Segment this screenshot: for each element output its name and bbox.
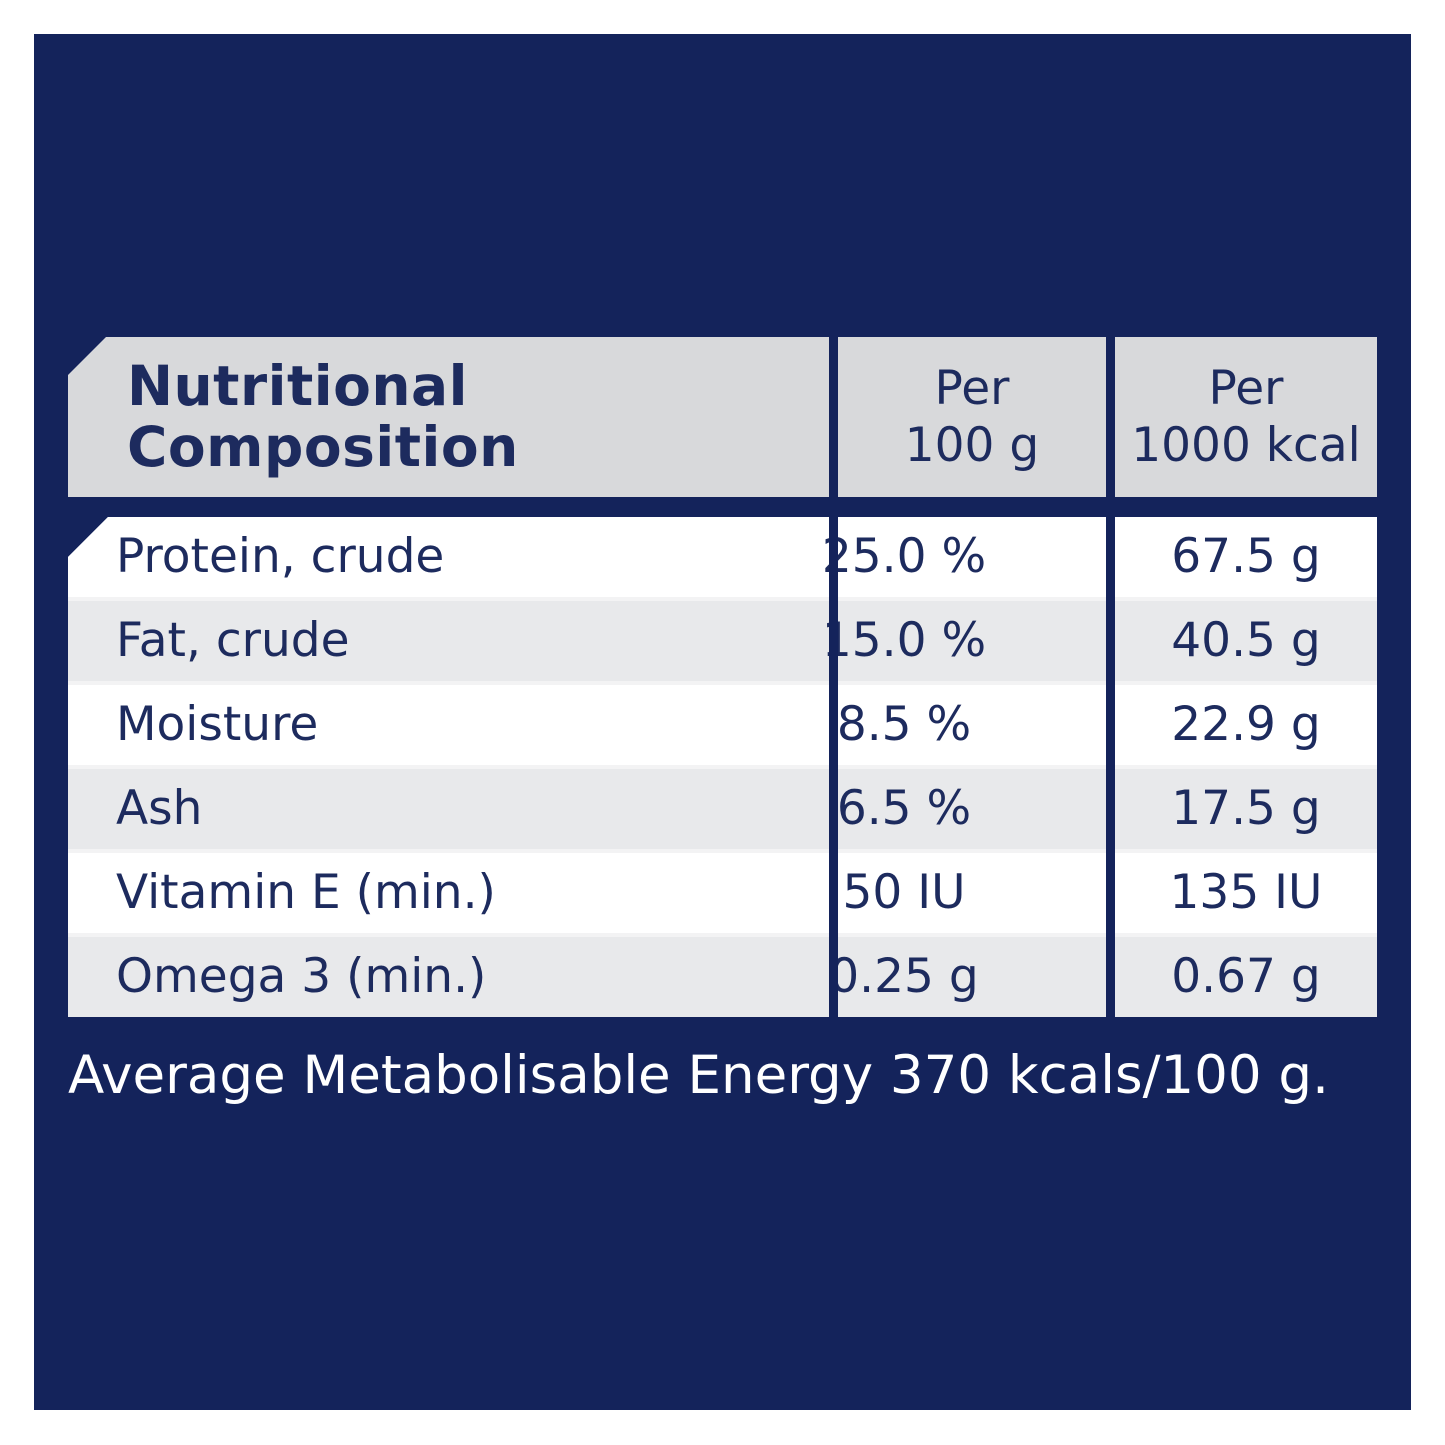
row-value-per-1000kcal: 22.9 g bbox=[1171, 697, 1321, 752]
column-header-per-1000kcal-line-2: 1000 kcal bbox=[1131, 418, 1361, 473]
row-value-per-100g: 50 IU bbox=[842, 865, 966, 920]
column-divider bbox=[829, 337, 838, 1017]
row-value-per-1000kcal: 17.5 g bbox=[1171, 781, 1321, 836]
column-header-per-100g-line-1: Per bbox=[934, 361, 1010, 416]
row-label: Ash bbox=[116, 781, 203, 836]
row-value-per-100g: 15.0 % bbox=[821, 613, 987, 668]
column-header-per-100g-line-2: 100 g bbox=[904, 418, 1040, 473]
row-label: Fat, crude bbox=[116, 613, 350, 668]
row-value-per-100g: 6.5 % bbox=[836, 781, 972, 836]
row-label: Omega 3 (min.) bbox=[116, 949, 487, 1004]
row-value-per-1000kcal: 40.5 g bbox=[1171, 613, 1321, 668]
row-value-per-100g: 0.25 g bbox=[829, 949, 979, 1004]
metabolisable-energy-note: Average Metabolisable Energy 370 kcals/1… bbox=[68, 1045, 1329, 1106]
table-title-line-2: Composition bbox=[127, 415, 519, 479]
row-label: Vitamin E (min.) bbox=[116, 865, 496, 920]
column-divider bbox=[1106, 337, 1115, 1017]
column-header-per-1000kcal: Per 1000 kcal bbox=[1115, 360, 1377, 474]
table-row: Vitamin E (min.) 50 IU 135 IU bbox=[68, 853, 1377, 933]
row-value-per-1000kcal: 0.67 g bbox=[1171, 949, 1321, 1004]
row-value-per-100g: 8.5 % bbox=[836, 697, 972, 752]
row-label: Protein, crude bbox=[116, 529, 445, 584]
column-header-per-100g: Per 100 g bbox=[838, 360, 1106, 474]
row-value-per-100g: 25.0 % bbox=[821, 529, 987, 584]
table-header-band bbox=[68, 337, 1377, 497]
table-row: Fat, crude 15.0 % 40.5 g bbox=[68, 601, 1377, 681]
table-row: Protein, crude 25.0 % 67.5 g bbox=[68, 517, 1377, 597]
row-value-per-1000kcal: 135 IU bbox=[1169, 865, 1323, 920]
table-title-line-1: Nutritional bbox=[127, 354, 469, 418]
table-row: Ash 6.5 % 17.5 g bbox=[68, 769, 1377, 849]
row-label: Moisture bbox=[116, 697, 319, 752]
nutrition-table-body: Protein, crude 25.0 % 67.5 g Fat, crude … bbox=[68, 517, 1377, 1017]
row-value-per-1000kcal: 67.5 g bbox=[1171, 529, 1321, 584]
column-header-per-1000kcal-line-1: Per bbox=[1208, 361, 1284, 416]
table-title: Nutritional Composition bbox=[127, 356, 519, 478]
table-row: Omega 3 (min.) 0.25 g 0.67 g bbox=[68, 937, 1377, 1017]
table-row: Moisture 8.5 % 22.9 g bbox=[68, 685, 1377, 765]
